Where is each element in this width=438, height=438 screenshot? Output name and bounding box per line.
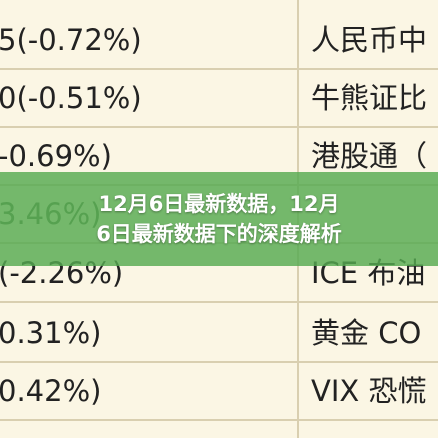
name-cell: 人民币中	[311, 23, 428, 57]
change-cell: 5(-0.72%)	[0, 23, 142, 57]
change-cell: 0(-0.51%)	[0, 81, 142, 115]
table-row: 0.31%) 黄金 CO	[0, 305, 438, 363]
name-cell: 黄金 CO	[311, 316, 422, 350]
title-overlay: 12月6日最新数据，12月 6日最新数据下的深度解析	[0, 172, 438, 266]
change-cell: 0.31%)	[0, 316, 102, 350]
name-cell: VIX 恐慌	[311, 374, 427, 408]
table-row: 0.42%) VIX 恐慌	[0, 363, 438, 421]
change-cell: 0.42%)	[0, 374, 102, 408]
table-row: 0(-0.51%) 牛熊证比	[0, 70, 438, 128]
overlay-title-line: 6日最新数据下的深度解析	[96, 222, 342, 246]
name-cell: 港股通（	[311, 139, 428, 173]
name-cell: 牛熊证比	[311, 81, 428, 115]
change-cell: -0.69%)	[0, 139, 112, 173]
table-row: 5(-0.72%) 人民币中	[0, 12, 438, 70]
overlay-title-line: 12月6日最新数据，12月	[98, 192, 340, 216]
